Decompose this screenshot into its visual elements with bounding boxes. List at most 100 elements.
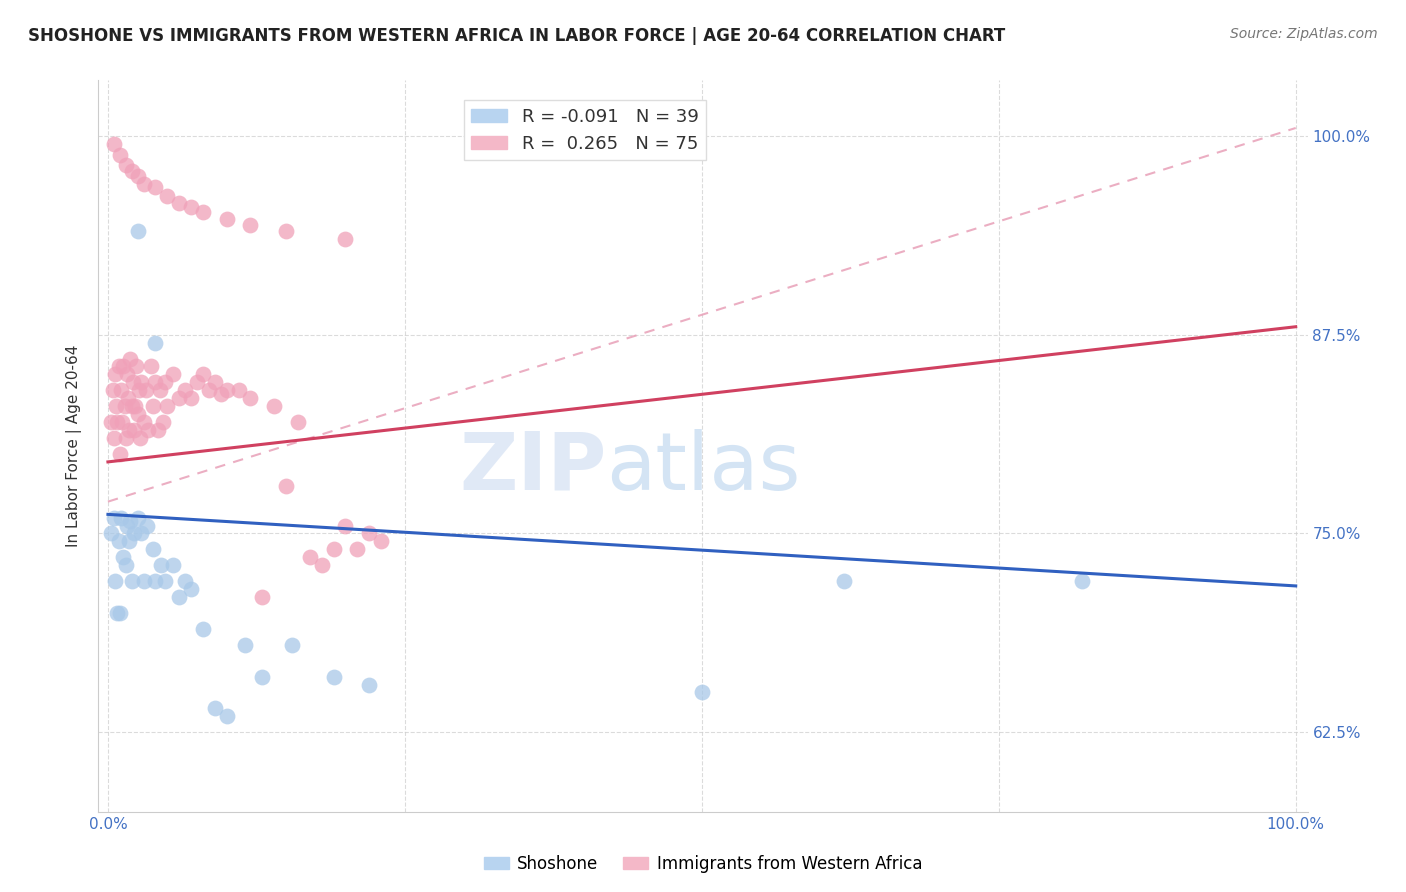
Point — [162, 368, 184, 382]
Point — [132, 415, 155, 429]
Point — [191, 205, 214, 219]
Point — [104, 574, 127, 589]
Point — [146, 423, 169, 437]
Point — [156, 189, 179, 203]
Point — [108, 447, 131, 461]
Text: ZIP: ZIP — [458, 429, 606, 507]
Point — [107, 534, 129, 549]
Point — [100, 526, 122, 541]
Point — [107, 415, 129, 429]
Point — [145, 179, 167, 194]
Point — [153, 376, 176, 390]
Point — [101, 384, 124, 398]
Point — [204, 701, 226, 715]
Point — [274, 479, 297, 493]
Point — [122, 526, 145, 541]
Point — [120, 514, 142, 528]
Point — [209, 386, 232, 401]
Point — [114, 558, 136, 573]
Point — [233, 638, 256, 652]
Point — [359, 526, 381, 541]
Point — [114, 431, 136, 445]
Point — [121, 574, 143, 589]
Point — [100, 415, 122, 429]
Point — [136, 423, 159, 437]
Point — [274, 224, 297, 238]
Point — [359, 677, 381, 691]
Point — [115, 368, 138, 382]
Point — [114, 399, 136, 413]
Legend: R = -0.091   N = 39, R =  0.265   N = 75: R = -0.091 N = 39, R = 0.265 N = 75 — [464, 100, 706, 160]
Point — [252, 590, 274, 604]
Point — [127, 407, 149, 421]
Point — [114, 157, 136, 171]
Point — [834, 574, 856, 589]
Point — [107, 606, 129, 620]
Point — [135, 384, 157, 398]
Point — [239, 392, 262, 406]
Point — [322, 542, 344, 557]
Point — [311, 558, 333, 573]
Point — [103, 431, 125, 445]
Point — [121, 399, 143, 413]
Point — [121, 376, 143, 390]
Point — [174, 384, 197, 398]
Point — [112, 359, 135, 374]
Point — [105, 399, 128, 413]
Point — [108, 148, 131, 162]
Point — [191, 622, 214, 636]
Point — [186, 376, 208, 390]
Point — [1070, 574, 1092, 589]
Point — [228, 384, 250, 398]
Point — [132, 177, 155, 191]
Point — [108, 606, 131, 620]
Point — [122, 423, 145, 437]
Point — [153, 574, 176, 589]
Point — [145, 335, 167, 350]
Point — [129, 526, 152, 541]
Point — [139, 359, 162, 374]
Point — [150, 558, 173, 573]
Point — [125, 359, 148, 374]
Point — [128, 384, 150, 398]
Point — [215, 211, 238, 226]
Point — [142, 399, 165, 413]
Legend: Shoshone, Immigrants from Western Africa: Shoshone, Immigrants from Western Africa — [477, 848, 929, 880]
Point — [239, 218, 262, 232]
Point — [145, 574, 167, 589]
Point — [180, 582, 202, 596]
Point — [281, 638, 304, 652]
Point — [112, 550, 135, 565]
Text: SHOSHONE VS IMMIGRANTS FROM WESTERN AFRICA IN LABOR FORCE | AGE 20-64 CORRELATIO: SHOSHONE VS IMMIGRANTS FROM WESTERN AFRI… — [28, 27, 1005, 45]
Point — [298, 550, 321, 565]
Point — [136, 518, 159, 533]
Point — [127, 224, 149, 238]
Point — [145, 376, 167, 390]
Point — [191, 368, 214, 382]
Point — [263, 399, 285, 413]
Point — [198, 384, 221, 398]
Point — [335, 232, 357, 246]
Point — [111, 415, 134, 429]
Point — [142, 542, 165, 557]
Point — [104, 368, 127, 382]
Point — [107, 359, 129, 374]
Point — [215, 709, 238, 723]
Point — [346, 542, 368, 557]
Point — [215, 384, 238, 398]
Point — [156, 399, 179, 413]
Point — [174, 574, 197, 589]
Point — [152, 415, 174, 429]
Point — [322, 669, 344, 683]
Point — [180, 392, 202, 406]
Point — [120, 351, 142, 366]
Point — [252, 669, 274, 683]
Point — [103, 510, 125, 524]
Point — [103, 136, 125, 151]
Point — [132, 574, 155, 589]
Point — [121, 164, 143, 178]
Point — [690, 685, 713, 699]
Point — [127, 169, 149, 183]
Point — [180, 201, 202, 215]
Point — [204, 376, 226, 390]
